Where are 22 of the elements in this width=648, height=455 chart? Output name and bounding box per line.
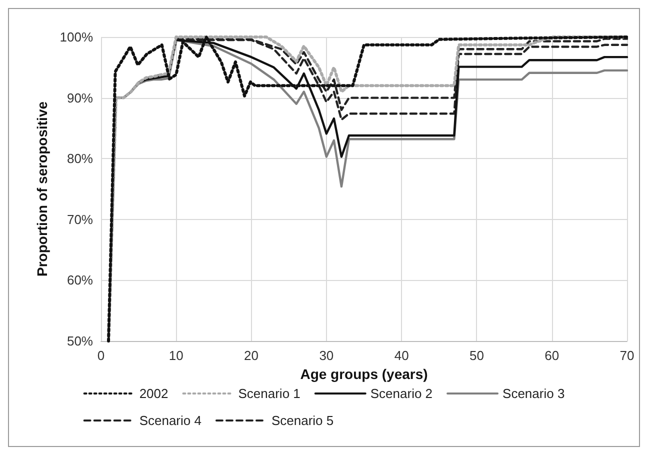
x-tick-label: 40 <box>394 348 409 363</box>
x-tick-label: 20 <box>244 348 259 363</box>
legend-label: 2002 <box>139 386 168 401</box>
x-axis-title: Age groups (years) <box>300 366 428 382</box>
legend-label: Scenario 5 <box>271 413 334 428</box>
legend-label: Scenario 4 <box>139 413 202 428</box>
y-tick-label: 90% <box>66 90 94 106</box>
legend-label: Scenario 3 <box>502 386 565 401</box>
legend-label: Scenario 2 <box>370 386 433 401</box>
y-tick-label: 60% <box>66 272 94 288</box>
y-tick-label: 70% <box>66 212 94 227</box>
y-tick-label: 100% <box>60 30 94 44</box>
x-tick-label: 60 <box>544 348 560 363</box>
x-tick-label: 0 <box>97 348 105 363</box>
y-tick-label: 50% <box>66 334 94 348</box>
legend-label: Scenario 1 <box>238 386 300 401</box>
x-tick-label: 30 <box>319 348 334 363</box>
x-tick-label: 10 <box>168 348 184 363</box>
y-axis-title: Proportion of seropositive <box>34 101 50 277</box>
x-tick-label: 70 <box>620 348 634 363</box>
y-tick-label: 80% <box>66 151 94 166</box>
x-tick-label: 50 <box>469 348 484 363</box>
